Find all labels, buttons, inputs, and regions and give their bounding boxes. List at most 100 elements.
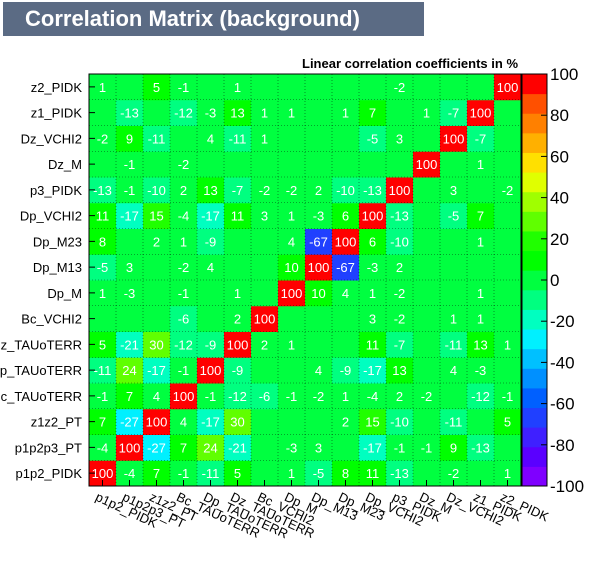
- colorbar-segment: [522, 191, 547, 212]
- heatmap-cell: [116, 177, 144, 204]
- cell-value: 5: [153, 80, 160, 95]
- heatmap-cell: [116, 434, 144, 461]
- chart-title: Correlation Matrix (background): [25, 6, 360, 31]
- heatmap-cell: [197, 357, 225, 384]
- heatmap-cell: [224, 408, 252, 435]
- heatmap-cell: [251, 177, 279, 204]
- cell-value: 5: [234, 466, 241, 481]
- cell-value: 1: [369, 286, 376, 301]
- heatmap-cell: [332, 434, 360, 461]
- cell-value: 2: [153, 234, 160, 249]
- cell-value: -4: [178, 209, 190, 224]
- cell-value: -3: [367, 260, 379, 275]
- y-tick-label: z_TAUoTERR: [1, 337, 82, 352]
- cell-value: 100: [335, 234, 357, 249]
- heatmap-cell: [197, 305, 225, 332]
- cell-value: 4: [180, 415, 187, 430]
- heatmap-cell: [413, 305, 441, 332]
- heatmap-cell: [494, 228, 522, 255]
- heatmap-cell: [143, 254, 171, 281]
- cell-value: 2: [396, 260, 403, 275]
- cell-value: 100: [497, 80, 519, 95]
- heatmap-cell: [305, 305, 333, 332]
- y-tick-label: Dp_M13: [33, 260, 82, 275]
- cell-value: 3: [315, 440, 322, 455]
- cell-value: 1: [180, 234, 187, 249]
- cell-value: 7: [99, 415, 106, 430]
- heatmap-cell: [143, 125, 171, 152]
- cell-value: 13: [392, 363, 406, 378]
- heatmap-cell: [359, 280, 387, 307]
- colorbar-segment: [522, 407, 547, 428]
- heatmap-cell: [224, 125, 252, 152]
- cell-value: -13: [120, 106, 139, 121]
- heatmap-cell: [494, 74, 522, 101]
- heatmap-cell: [359, 434, 387, 461]
- heatmap-cell: [224, 331, 252, 358]
- heatmap-cell: [278, 99, 306, 126]
- heatmap-cell: [413, 228, 441, 255]
- cell-value: 6: [342, 209, 349, 224]
- heatmap-cell: [305, 228, 333, 255]
- cell-value: -9: [232, 363, 244, 378]
- cell-value: 1: [261, 106, 268, 121]
- cell-value: 100: [362, 209, 384, 224]
- cell-value: 2: [315, 183, 322, 198]
- heatmap-cell: [197, 228, 225, 255]
- cell-value: 4: [207, 260, 214, 275]
- heatmap-cell: [494, 305, 522, 332]
- cell-value-labels: 100 -4 7 -1 -11 5 1 -5 8 11 -13 -2 1-4 100 -27 7 24 -21 -3…: [92, 80, 519, 481]
- title-banner: Correlation Matrix (background): [3, 2, 424, 36]
- heatmap-cell: [251, 305, 279, 332]
- heatmap-cell: [467, 254, 495, 281]
- cell-value: 7: [126, 389, 133, 404]
- colorbar-segment: [522, 427, 547, 448]
- cell-value: 1: [261, 131, 268, 146]
- y-tick-label: p1p2p3_PT: [15, 440, 82, 455]
- colorbar-tick-label: -80: [550, 436, 575, 455]
- heatmap-cell: [332, 202, 360, 229]
- heatmap-cell: [359, 383, 387, 410]
- cell-value: -7: [232, 183, 244, 198]
- heatmap-cell: [332, 408, 360, 435]
- cell-value: -11: [202, 466, 220, 481]
- heatmap-cell: [359, 151, 387, 178]
- cell-value: 1: [288, 466, 295, 481]
- cell-value: -6: [178, 312, 190, 327]
- chart-subtitle: Linear correlation coefficients in %: [302, 56, 518, 71]
- cell-value: -1: [178, 286, 190, 301]
- heatmap-cell: [305, 408, 333, 435]
- heatmap-cell: [224, 99, 252, 126]
- cell-value: -1: [178, 80, 190, 95]
- cell-value: 1: [423, 106, 430, 121]
- colorbar-tick-label: -20: [550, 312, 575, 331]
- cell-value: 1: [288, 337, 295, 352]
- color-scale: 100 80 60 40 20 0 -20 -40 -60 -80 -100: [521, 65, 584, 496]
- heatmap-cell: [224, 74, 252, 101]
- heatmap-cell: [413, 125, 441, 152]
- heatmap-cell: [170, 305, 198, 332]
- cell-value: -5: [313, 466, 325, 481]
- cell-value: -13: [390, 466, 409, 481]
- heatmap-cell: [143, 383, 171, 410]
- heatmap-cell: [332, 254, 360, 281]
- y-tick-label: Dp_VCHI2: [20, 209, 82, 224]
- cell-value: 1: [288, 106, 295, 121]
- colorbar-tick-label: -40: [550, 353, 575, 372]
- cell-value: -12: [471, 389, 490, 404]
- heatmap-cell: [170, 125, 198, 152]
- y-tick-label: z2_PIDK: [31, 80, 83, 95]
- heatmap-cell: [197, 202, 225, 229]
- cell-value: -5: [367, 131, 379, 146]
- cell-value: -1: [502, 389, 514, 404]
- heatmap-cell: [251, 408, 279, 435]
- heatmap-cell: [278, 280, 306, 307]
- heatmap-cell: [332, 383, 360, 410]
- cell-value: 1: [342, 106, 349, 121]
- cell-value: 4: [450, 363, 457, 378]
- heatmap-cell: [143, 331, 171, 358]
- cell-value: -2: [178, 260, 190, 275]
- heatmap-cell: [278, 357, 306, 384]
- cell-value: 30: [230, 415, 244, 430]
- cell-value: 1: [450, 312, 457, 327]
